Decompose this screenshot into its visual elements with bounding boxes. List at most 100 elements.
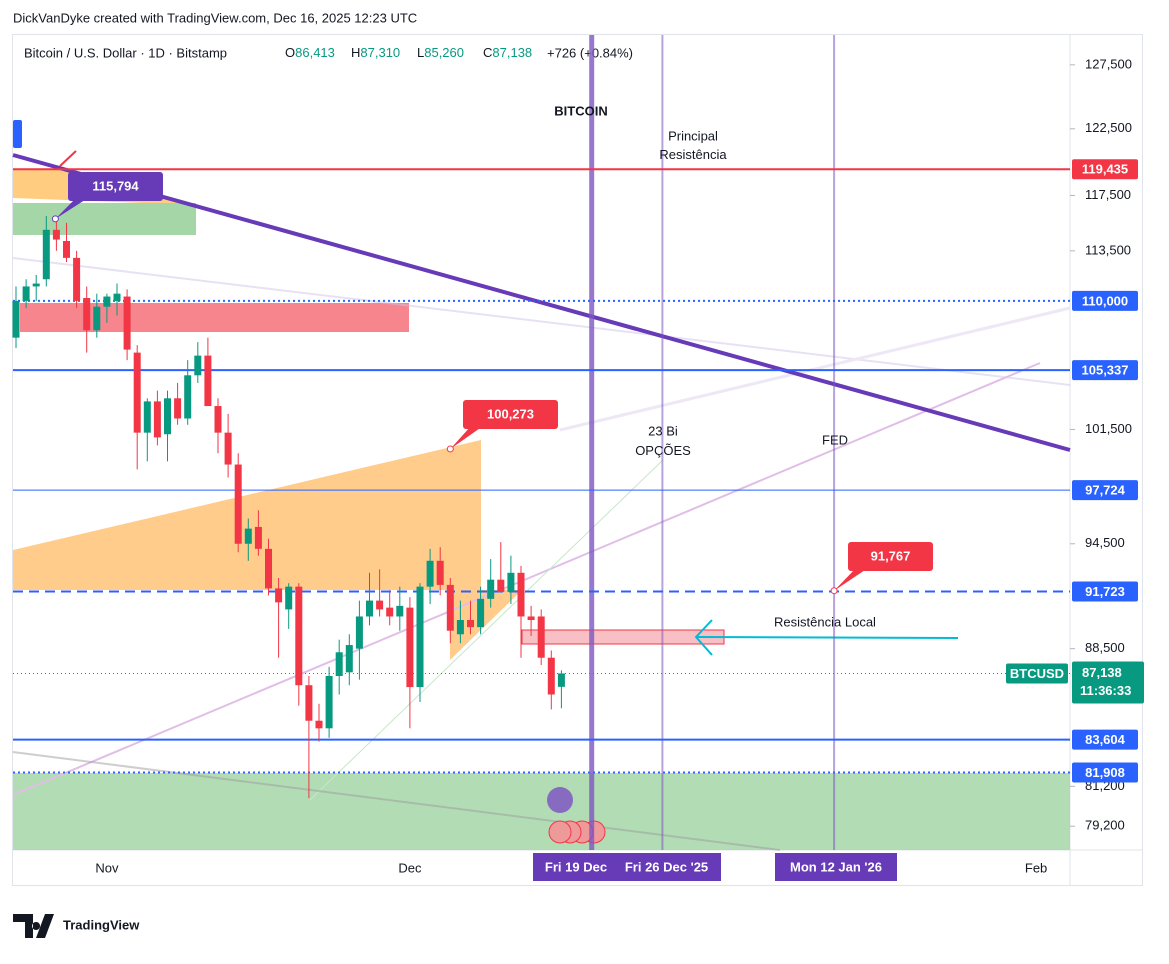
callout-box: [463, 400, 558, 429]
logo-mark: [13, 914, 54, 938]
callout-label: 100,273: [487, 406, 534, 421]
candle-body: [164, 398, 171, 435]
candle-body: [537, 616, 545, 658]
candle-body: [396, 605, 404, 617]
ohlc-value: 85,260: [424, 45, 464, 60]
ohlc-item: C87,138: [483, 45, 532, 60]
x-tick-label: Feb: [1025, 860, 1047, 875]
level-label-box: [1072, 360, 1138, 381]
callout-label: 115,794: [92, 178, 139, 193]
level-label-box: [1072, 480, 1138, 501]
callout-point: [830, 587, 838, 595]
candle-body: [507, 572, 515, 592]
annotation: OPÇÕES: [635, 443, 691, 458]
y-tick-label: 122,500: [1085, 120, 1132, 135]
candle-body: [204, 355, 212, 407]
y-tick-label: 79,200: [1085, 818, 1125, 833]
candle-body: [527, 616, 535, 621]
candle-body: [93, 306, 101, 331]
resistance-box: [521, 629, 725, 645]
candle-body: [557, 673, 565, 687]
candle-body: [184, 375, 192, 419]
arrow: [696, 636, 959, 639]
marker-label-box: [612, 853, 721, 881]
level-label-box: [1072, 581, 1138, 602]
annotation: Principal: [668, 128, 718, 143]
candle-body: [12, 300, 20, 338]
candle-body: [214, 406, 222, 433]
symbol: Bitcoin / U.S. Dollar · 1D · Bitstamp: [24, 45, 227, 60]
last-price-box: [1072, 661, 1144, 704]
ohlc-key: H: [351, 45, 360, 60]
annotation: Resistência: [659, 147, 727, 162]
ohlc-key: L: [417, 45, 424, 60]
candle-body: [113, 293, 121, 301]
candle-body: [355, 616, 363, 649]
candle-body: [22, 286, 30, 301]
last-price-label: 87,138: [1082, 665, 1122, 680]
logo: TradingView: [13, 914, 140, 938]
ohlc-item: H87,310: [351, 45, 400, 60]
candle-body: [265, 548, 272, 589]
candle-body: [275, 588, 283, 603]
candle-body: [406, 607, 414, 688]
candle-body: [436, 560, 444, 585]
zone: [13, 203, 196, 235]
zone: [20, 303, 409, 332]
level-label-box: [1072, 729, 1138, 750]
candle-body: [477, 598, 485, 628]
tab: [13, 120, 22, 148]
candle-body: [234, 464, 242, 544]
triangle: [450, 590, 522, 660]
credit: DickVanDyke created with TradingView.com…: [13, 10, 417, 25]
callout-box: [68, 172, 163, 201]
candle-body: [376, 600, 384, 610]
annotation: 23 Bi: [648, 423, 678, 438]
level-label-box: [1072, 159, 1138, 180]
triangle: [13, 440, 481, 590]
event-flag: [548, 820, 572, 844]
trend-line: [559, 306, 1071, 432]
candle-body: [416, 586, 424, 688]
support-zone: [13, 773, 1070, 850]
x-tick-label: Nov: [95, 860, 119, 875]
candle-body: [244, 528, 252, 544]
candle-body: [497, 579, 505, 592]
callout-point: [51, 215, 59, 223]
level-label: 119,435: [1082, 162, 1128, 177]
countdown: 11:36:33: [1080, 683, 1131, 698]
candle-body: [547, 657, 555, 695]
footer-brand: TradingView: [63, 917, 140, 932]
candle-body: [487, 579, 495, 599]
candle-body: [254, 526, 262, 549]
candle-body: [315, 720, 323, 729]
callout-pointer: [450, 426, 483, 449]
y-tick-label: 94,500: [1085, 535, 1125, 550]
main-trend-line: [12, 153, 1071, 452]
candle-body: [153, 401, 161, 438]
annotation: FED: [822, 432, 848, 447]
symbol-box: [1006, 663, 1068, 684]
marker-label: Fri 26 Dec '25: [625, 859, 708, 874]
candle-body: [174, 398, 182, 419]
annotation: Resistência Local: [774, 614, 876, 629]
ohlc-value: 87,310: [360, 45, 400, 60]
candle-body: [143, 401, 151, 433]
ohlc-item: L85,260: [417, 45, 464, 60]
marker-label: Mon 12 Jan '26: [790, 859, 882, 874]
level-label: 91,723: [1085, 584, 1125, 599]
y-tick-label: 101,500: [1085, 421, 1132, 436]
symbol-label: BTCUSD: [1010, 666, 1064, 681]
candle-body: [467, 620, 474, 628]
arrow-head: [694, 619, 713, 656]
ohlc-item: O86,413: [285, 45, 335, 60]
candle-body: [32, 283, 40, 287]
marker-label: Fri 19 Dec: [545, 859, 607, 874]
trend-line: [309, 459, 664, 801]
trend-line: [12, 257, 1071, 386]
level-label: 83,604: [1085, 732, 1126, 747]
level-label-box: [1072, 762, 1138, 783]
ohlc-key: O: [285, 45, 295, 60]
